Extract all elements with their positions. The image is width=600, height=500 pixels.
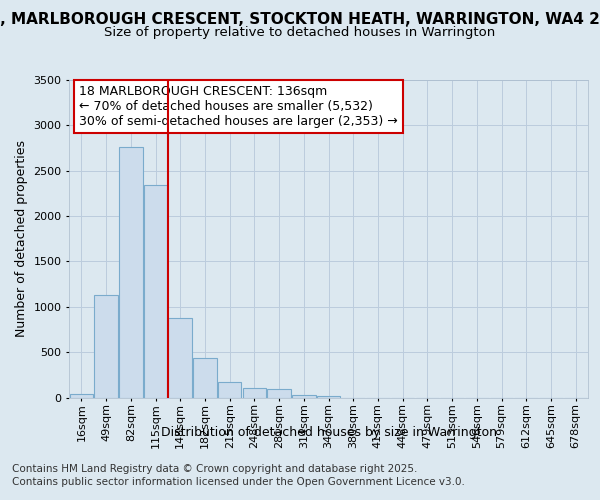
Bar (119, 147, 143, 398)
Text: Contains public sector information licensed under the Open Government Licence v3: Contains public sector information licen… (12, 477, 465, 487)
Text: Size of property relative to detached houses in Warrington: Size of property relative to detached ho… (104, 26, 496, 39)
Text: 18 MARLBOROUGH CRESCENT: 136sqm
← 70% of detached houses are smaller (5,532)
30%: 18 MARLBOROUGH CRESCENT: 136sqm ← 70% of… (79, 85, 398, 128)
Bar (70, 394, 93, 398)
Text: Contains HM Land Registry data © Crown copyright and database right 2025.: Contains HM Land Registry data © Crown c… (12, 464, 418, 474)
Bar (268, 390, 291, 398)
Bar (169, 318, 192, 398)
Bar (242, 388, 266, 398)
Bar (193, 358, 217, 398)
Y-axis label: Number of detached properties: Number of detached properties (14, 140, 28, 337)
Bar (144, 185, 167, 398)
Text: 18, MARLBOROUGH CRESCENT, STOCKTON HEATH, WARRINGTON, WA4 2EE: 18, MARLBOROUGH CRESCENT, STOCKTON HEATH… (0, 12, 600, 28)
Bar (292, 395, 316, 398)
Bar (317, 396, 340, 398)
Bar (218, 382, 241, 398)
Text: Distribution of detached houses by size in Warrington: Distribution of detached houses by size … (161, 426, 497, 439)
Bar (94, 295, 118, 398)
